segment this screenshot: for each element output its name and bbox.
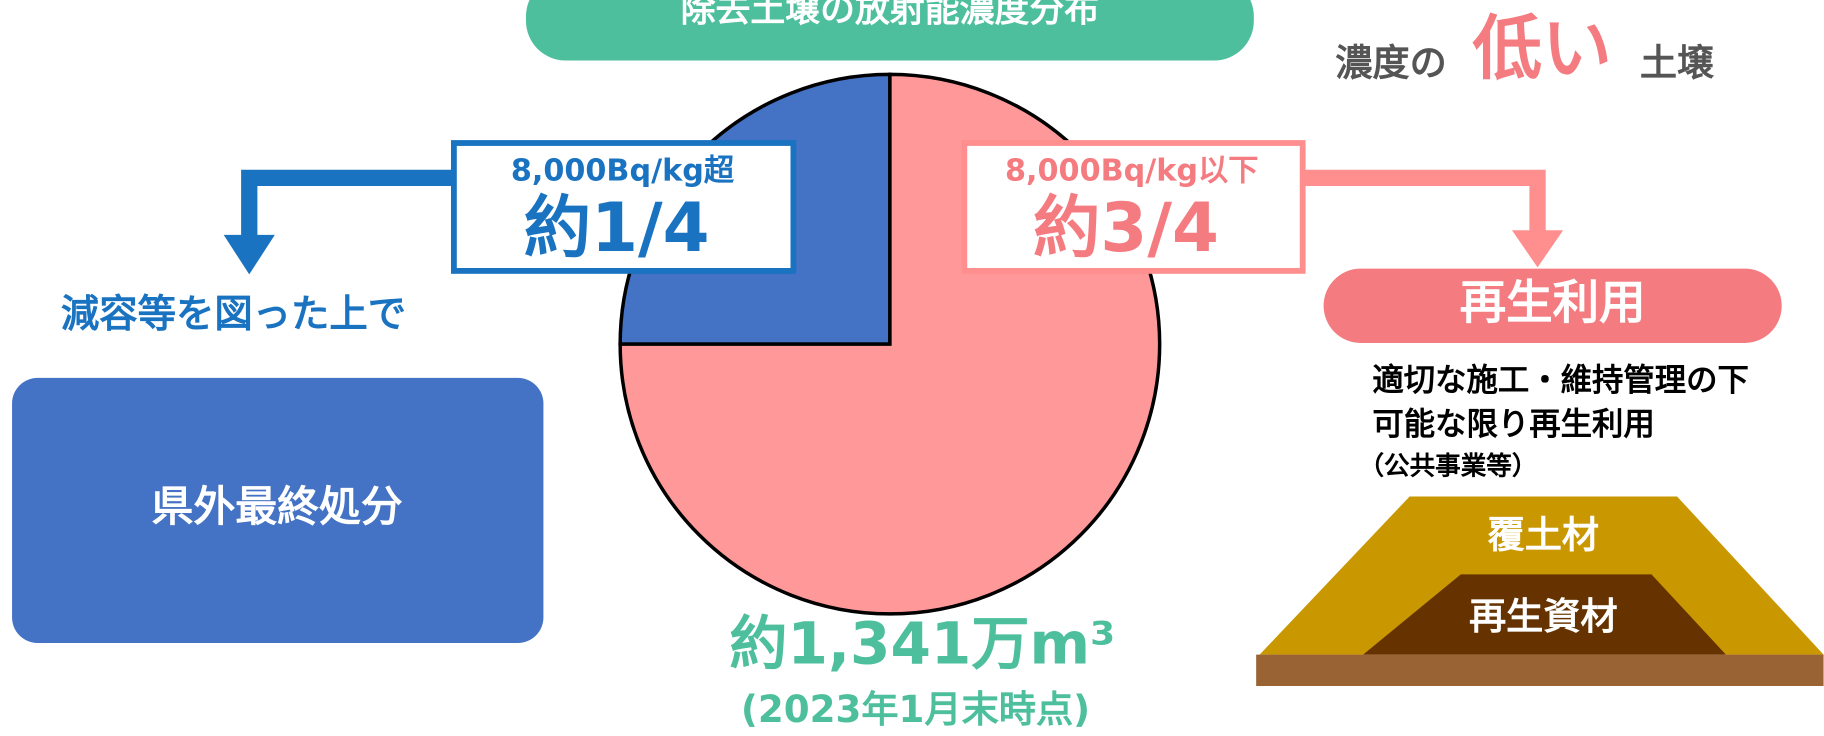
description: 適切な施工・維持管理の下 [1372, 362, 1749, 398]
arrow-left [249, 178, 454, 238]
total-note: (2023年1月末時点) [741, 687, 1090, 731]
value-label: 約1/4 [524, 188, 710, 267]
infographic: 除去土壌の放射能濃度分布 濃度の 低い 土壌 8,000Bq/kg超 約1/4 … [0, 0, 1824, 736]
value-label: 約3/4 [1033, 188, 1219, 267]
category-label: 8,000Bq/kg以下 [1005, 154, 1258, 189]
reuse-text: 再生利用 [1460, 275, 1646, 329]
left-step: 減容等を図った上で [61, 292, 406, 337]
destination-text: 県外最終処分 [152, 482, 403, 531]
total-label: 約1,341万m³ [729, 610, 1115, 678]
headline-prefix: 濃度の [1335, 41, 1447, 85]
arrow-right [1303, 178, 1538, 233]
arrowhead-left [224, 235, 275, 275]
mound-cover-label: 覆土材 [1487, 513, 1600, 557]
mound-core-label: 再生資材 [1469, 594, 1618, 638]
chart-title: 除去土壌の放射能濃度分布 [681, 0, 1100, 31]
headline-emphasis: 低い [1472, 9, 1612, 90]
description: 可能な限り再生利用 [1372, 407, 1654, 443]
ground [1256, 655, 1823, 686]
category-label: 8,000Bq/kg超 [511, 154, 735, 189]
description: （公共事業等） [1358, 451, 1537, 481]
arrowhead-right [1512, 230, 1563, 267]
headline-suffix: 土壌 [1640, 41, 1715, 85]
